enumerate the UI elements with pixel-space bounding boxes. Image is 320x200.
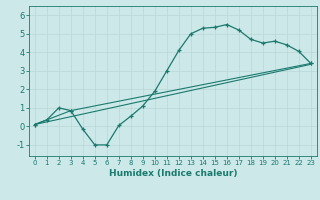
X-axis label: Humidex (Indice chaleur): Humidex (Indice chaleur) [108, 169, 237, 178]
